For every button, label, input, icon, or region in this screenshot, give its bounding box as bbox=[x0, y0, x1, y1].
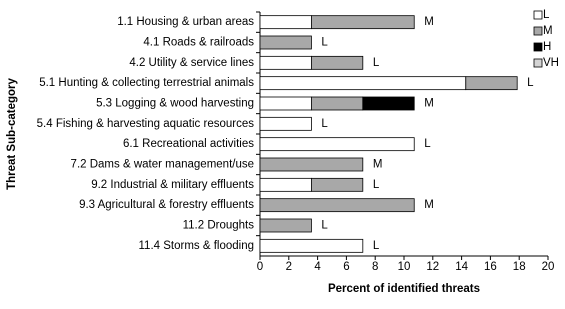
bar-segment bbox=[259, 35, 312, 50]
bar-segment bbox=[259, 198, 415, 213]
bar-segment bbox=[311, 96, 364, 111]
y-tick-label: 9.3 Agricultural & forestry effluents bbox=[79, 199, 254, 211]
x-tick-label: 8 bbox=[372, 261, 378, 273]
x-tick-label: 2 bbox=[286, 261, 292, 273]
bar-label: L bbox=[373, 57, 380, 69]
x-tick-label: 10 bbox=[398, 261, 411, 273]
bar-label: L bbox=[373, 240, 380, 252]
x-tick-label: 4 bbox=[314, 261, 321, 273]
y-axis-title: Threat Sub-category bbox=[6, 77, 18, 189]
bar-label: L bbox=[424, 138, 431, 150]
y-tick-label: 4.2 Utility & service lines bbox=[129, 57, 254, 69]
bar-segment bbox=[259, 137, 415, 152]
legend-label: VH bbox=[543, 57, 559, 69]
bar-label: M bbox=[424, 98, 434, 110]
bar-segment bbox=[259, 157, 364, 172]
legend-swatch bbox=[533, 10, 543, 20]
bar-label: M bbox=[373, 159, 383, 171]
bar-segment bbox=[311, 55, 364, 70]
x-axis-title: Percent of identified threats bbox=[328, 283, 480, 295]
bar-label: L bbox=[321, 118, 328, 130]
y-tick-label: 5.3 Logging & wood harvesting bbox=[96, 98, 254, 110]
y-tick-label: 9.2 Industrial & military effluents bbox=[91, 179, 254, 191]
bar-label: M bbox=[424, 16, 434, 28]
legend-swatch bbox=[533, 42, 543, 52]
y-tick-label: 11.4 Storms & flooding bbox=[139, 240, 255, 252]
bar-label: L bbox=[527, 77, 534, 89]
bar-segment bbox=[259, 76, 467, 91]
x-tick-label: 20 bbox=[542, 261, 555, 273]
bar-segment bbox=[259, 96, 312, 111]
bar-label: L bbox=[321, 220, 328, 232]
bar-segment bbox=[259, 15, 312, 30]
bar-segment bbox=[311, 177, 364, 192]
y-tick-label: 6.1 Recreational activities bbox=[123, 138, 254, 150]
legend-swatch bbox=[533, 58, 543, 68]
bar-label: L bbox=[373, 179, 380, 191]
legend-label: H bbox=[543, 41, 551, 53]
x-tick-label: 6 bbox=[343, 261, 349, 273]
x-tick-label: 14 bbox=[455, 261, 468, 273]
bar-segment bbox=[259, 238, 364, 253]
bar-segment bbox=[259, 116, 312, 131]
legend-label: M bbox=[543, 25, 553, 37]
y-tick-label: 5.1 Hunting & collecting terrestrial ani… bbox=[39, 77, 254, 89]
y-tick-label: 4.1 Roads & railroads bbox=[143, 37, 254, 49]
x-tick-label: 0 bbox=[257, 261, 263, 273]
y-tick-label: 5.4 Fishing & harvesting aquatic resourc… bbox=[37, 118, 255, 130]
y-tick-label: 1.1 Housing & urban areas bbox=[117, 16, 254, 28]
bar-segment bbox=[311, 15, 415, 30]
bar-segment bbox=[259, 218, 312, 233]
x-tick-label: 18 bbox=[513, 261, 526, 273]
x-tick-label: 12 bbox=[426, 261, 439, 273]
legend-swatch bbox=[533, 26, 543, 36]
x-tick-label: 16 bbox=[484, 261, 497, 273]
bar-segment bbox=[465, 76, 518, 91]
y-tick-label: 7.2 Dams & water management/use bbox=[71, 159, 254, 171]
bar-segment bbox=[259, 177, 312, 192]
bar-segment bbox=[362, 96, 415, 111]
bar-label: M bbox=[424, 199, 434, 211]
bar-segment bbox=[259, 55, 312, 70]
bar-label: L bbox=[321, 37, 328, 49]
legend-label: L bbox=[543, 9, 550, 21]
y-tick-label: 11.2 Droughts bbox=[183, 220, 255, 232]
